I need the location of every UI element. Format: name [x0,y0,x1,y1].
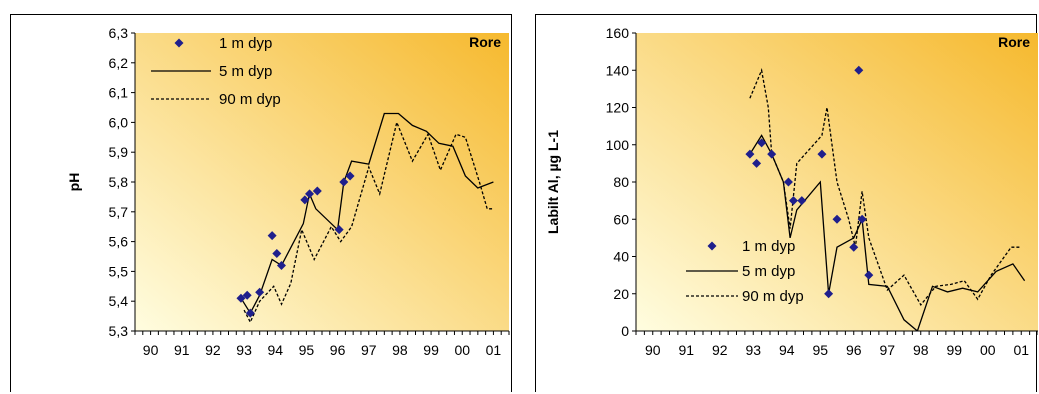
x-tick-label: 00 [454,342,470,358]
x-tick-label: 93 [236,342,252,358]
x-tick-label: 98 [913,342,929,358]
legend-label: 5 m dyp [219,63,272,80]
x-tick-label: 00 [980,342,996,358]
data-point-1m [783,177,793,187]
data-point-1m [849,242,859,252]
x-tick-label: 96 [330,342,346,358]
data-point-1m [752,158,762,168]
legend-label: 90 m dyp [219,91,281,108]
x-tick-label: 01 [486,342,502,358]
legend-label: 90 m dyp [742,288,804,305]
data-point-1m [236,293,246,303]
aluminium-chart-panel: 0 20 40 60 80 100 120 140 160 90 91 92 93 94 95 96 97 98 9… [535,14,1038,392]
y-tick-label: 6,0 [109,114,129,130]
y-tick-label: 5,6 [109,234,129,250]
data-point-1m [245,308,255,318]
x-tick-label: 97 [879,342,895,358]
y-tick-label: 60 [613,211,629,227]
x-tick-label: 97 [361,342,377,358]
y-tick-label: 40 [613,249,629,265]
data-point-1m [824,289,834,299]
data-point-1m [857,214,867,224]
x-tick-label: 96 [846,342,862,358]
y-tick-label: 5,8 [109,174,129,190]
data-point-1m [832,214,842,224]
y-tick-label: 140 [606,62,630,78]
y-tick-label: 100 [606,137,630,153]
data-point-1m [767,149,777,159]
ph-chart-panel: 5,3 5,4 5,5 5,6 5,7 5,8 5,9 6,0 6,1 6,2 6,3 90 91 92 9… [10,14,512,392]
y-tick-label: 20 [613,286,629,302]
legend-label: 1 m dyp [219,35,272,52]
data-point-1m [255,287,265,297]
y-tick-label: 80 [613,174,629,190]
x-tick-label: 99 [946,342,962,358]
data-point-1m [300,195,310,205]
data-point-1m [305,189,315,199]
legend-label: 5 m dyp [742,263,795,280]
legend-marker [174,38,184,48]
x-tick-label: 90 [645,342,661,358]
y-tick-label: 5,5 [109,263,129,279]
data-point-1m [242,290,252,300]
data-point-1m [345,171,355,181]
y-axis-label: Labilt Al, µg L-1 [545,130,561,234]
x-tick-label: 90 [143,342,159,358]
series-line-5m [240,112,494,315]
data-point-1m [757,138,767,148]
y-tick-label: 120 [606,100,630,116]
x-tick-label: 94 [779,342,795,358]
data-point-1m [312,186,322,196]
x-tick-label: 99 [423,342,439,358]
x-tick-label: 92 [712,342,728,358]
ph-chart: 5,3 5,4 5,5 5,6 5,7 5,8 5,9 6,0 6,1 6,2 6,3 90 91 92 9… [66,25,510,358]
y-tick-label: 5,3 [109,323,129,339]
y-tick-label: 6,2 [109,55,129,71]
y-tick-label: 6,3 [109,25,129,41]
series-line-5m [749,134,1026,331]
legend-label: 1 m dyp [742,238,795,255]
legend-marker [707,241,717,251]
plot-area [636,33,1038,331]
data-point-1m [797,196,807,206]
aluminium-chart: 0 20 40 60 80 100 120 140 160 90 91 92 93 94 95 96 97 98 9… [545,25,1038,358]
data-point-1m [788,196,798,206]
y-axis-label: pH [66,173,82,192]
chart-title: Rore [469,34,501,50]
chart-title: Rore [998,34,1030,50]
y-tick-label: 160 [606,25,630,41]
x-tick-label: 95 [812,342,828,358]
data-point-1m [276,260,286,270]
y-tick-label: 5,7 [109,204,129,220]
x-tick-label: 95 [299,342,315,358]
data-point-1m [272,249,282,259]
y-tick-label: 6,1 [109,85,129,101]
x-tick-label: 91 [678,342,694,358]
x-tick-label: 94 [267,342,283,358]
y-tick-label: 5,9 [109,144,129,160]
x-tick-label: 93 [745,342,761,358]
x-tick-label: 98 [392,342,408,358]
x-tick-label: 92 [205,342,221,358]
data-point-1m [854,65,864,75]
plot-area [135,33,509,331]
y-tick-label: 0 [621,323,629,339]
data-point-1m [267,231,277,241]
data-point-1m [339,177,349,187]
x-tick-label: 91 [174,342,190,358]
data-point-1m [334,225,344,235]
data-point-1m [817,149,827,159]
x-tick-label: 01 [1013,342,1029,358]
data-point-1m [745,149,755,159]
data-point-1m [864,270,874,280]
series-line-90m [243,120,494,324]
y-tick-label: 5,4 [109,293,129,309]
